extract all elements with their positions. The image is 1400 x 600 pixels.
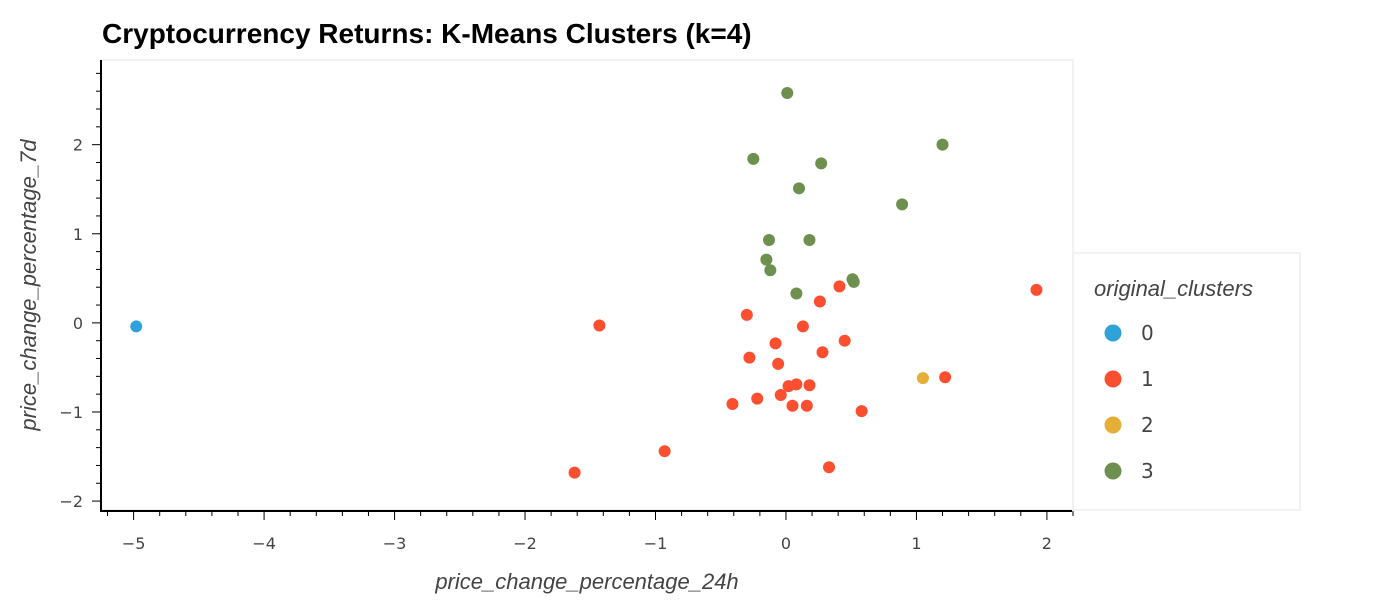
scatter-point-cluster-1 [786,399,799,412]
scatter-point-cluster-1 [803,379,816,392]
scatter-point-cluster-1 [568,466,581,479]
chart-title: Cryptocurrency Returns: K-Means Clusters… [102,18,752,49]
scatter-point-cluster-1 [593,319,606,332]
x-tick-label: 1 [911,534,921,553]
y-tick-label: −1 [59,403,83,422]
y-tick-label: 2 [73,136,83,155]
scatter-point-cluster-1 [833,280,846,293]
scatter-point-cluster-1 [726,397,739,410]
scatter-point-cluster-3 [790,287,803,300]
scatter-point-cluster-3 [764,264,777,277]
x-tick-label: 2 [1042,534,1052,553]
x-tick-label: −1 [644,534,668,553]
legend-label: 3 [1141,459,1154,483]
scatter-points [130,86,1043,479]
x-tick-label: −3 [383,534,407,553]
legend-marker [1104,324,1122,342]
scatter-point-cluster-1 [796,320,809,333]
scatter-point-cluster-1 [774,389,787,402]
legend-items: 0 1 2 3 [1104,321,1154,483]
scatter-point-cluster-0 [130,320,143,333]
scatter-point-cluster-3 [747,152,760,165]
scatter-point-cluster-1 [769,337,782,350]
scatter-point-cluster-1 [816,346,829,359]
scatter-point-cluster-1 [823,461,836,474]
legend-label: 2 [1141,413,1154,437]
legend-marker [1104,462,1122,480]
legend-marker [1104,416,1122,434]
x-tick-label: 0 [781,534,791,553]
scatter-point-cluster-3 [781,86,794,99]
scatter-point-cluster-1 [772,357,785,370]
scatter-point-cluster-1 [751,392,764,405]
scatter-point-cluster-1 [743,351,756,364]
legend-label: 1 [1141,367,1154,391]
scatter-point-cluster-3 [793,182,806,195]
y-axis-label: price_change_percentage_7d [16,139,41,432]
y-tick-label: 1 [73,225,83,244]
scatter-point-cluster-1 [740,308,753,321]
y-tick-label: −2 [59,492,83,511]
scatter-point-cluster-1 [838,334,851,347]
scatter-point-cluster-3 [815,157,828,170]
scatter-point-cluster-3 [763,234,776,246]
y-tick-label: 0 [73,314,83,333]
legend-title: original_clusters [1094,276,1253,301]
scatter-point-cluster-3 [896,198,909,211]
scatter-point-cluster-1 [939,371,952,384]
scatter-point-cluster-1 [658,445,671,458]
x-tick-label: −2 [513,534,537,553]
scatter-point-cluster-3 [803,234,816,246]
plot-frame [100,59,1074,511]
legend-marker [1104,370,1122,388]
legend-label: 0 [1141,321,1154,345]
scatter-point-cluster-2 [916,372,929,385]
legend: original_clusters 0 1 2 3 [1072,252,1301,511]
scatter-point-cluster-1 [813,295,826,308]
axes: −5 −4 −3 −2 −1 0 1 2 −2 −1 0 1 2 [59,60,1074,553]
scatter-point-cluster-3 [936,138,949,151]
x-tick-label: −4 [252,534,276,553]
scatter-point-cluster-3 [847,275,860,288]
x-axis-label: price_change_percentage_24h [434,569,738,594]
scatter-point-cluster-3 [760,253,773,266]
scatter-point-cluster-1 [855,405,868,418]
x-tick-label: −5 [122,534,146,553]
scatter-point-cluster-1 [800,399,813,412]
scatter-point-cluster-1 [790,378,803,391]
scatter-point-cluster-1 [1030,283,1043,296]
